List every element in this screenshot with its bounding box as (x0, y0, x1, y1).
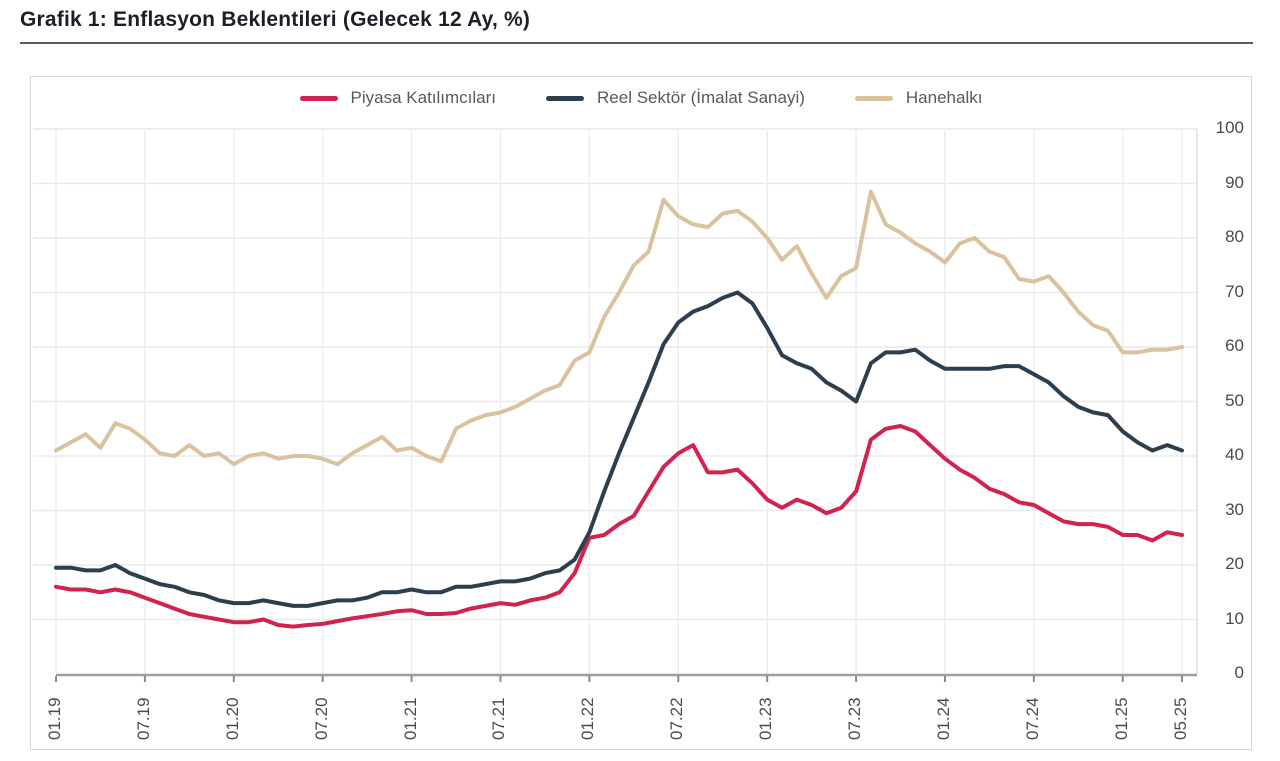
y-axis-label: 30 (1225, 499, 1244, 519)
x-axis-label: 01.25 (1111, 697, 1131, 740)
x-axis-label: 07.20 (311, 697, 331, 740)
y-axis-label: 20 (1225, 554, 1244, 573)
y-axis-label: 0 (1234, 663, 1244, 682)
y-axis-label: 90 (1225, 172, 1244, 192)
legend-swatch-hanehalki (854, 95, 893, 101)
legend-item-reel-sektor: Reel Sektör (İmalat Sanayi) (546, 88, 805, 108)
title-underline (20, 42, 1253, 44)
y-axis-label: 80 (1225, 227, 1244, 246)
x-axis-label: 07.21 (489, 697, 509, 740)
legend-item-hanehalki: Hanehalkı (854, 88, 983, 108)
x-axis-label: 01.22 (578, 697, 598, 740)
x-axis-label: 07.23 (845, 697, 865, 740)
y-axis-label: 70 (1225, 281, 1244, 301)
legend-label-hanehalki: Hanehalkı (905, 88, 983, 107)
chart-card: Piyasa Katılımcıları Reel Sektör (İmalat… (30, 76, 1252, 750)
x-axis-label: 07.24 (1022, 697, 1042, 740)
legend-item-piyasa-katilimcilari: Piyasa Katılımcıları (299, 88, 497, 108)
x-axis-label: 05.25 (1171, 697, 1191, 740)
plot-area (33, 128, 1198, 682)
x-axis-label: 07.22 (667, 697, 687, 740)
legend-swatch-reel-sektor (546, 95, 585, 101)
x-axis-label: 01.21 (400, 697, 420, 740)
legend-label-reel-sektor: Reel Sektör (İmalat Sanayi) (597, 88, 805, 107)
legend: Piyasa Katılımcıları Reel Sektör (İmalat… (31, 88, 1251, 108)
y-axis-label: 50 (1225, 390, 1244, 410)
legend-label-piyasa-katilimcilari: Piyasa Katılımcıları (350, 88, 497, 107)
legend-swatch-piyasa-katilimcilari (299, 95, 338, 101)
x-axis-label: 01.24 (933, 697, 953, 740)
y-axis-label: 60 (1225, 336, 1244, 355)
y-axis-label: 10 (1225, 608, 1244, 628)
x-axis-label: 01.23 (756, 697, 776, 740)
x-axis-label: 01.20 (222, 697, 242, 740)
x-axis-label: 01.19 (45, 697, 64, 740)
y-axis-label: 100 (1215, 118, 1244, 137)
x-axis-label: 07.19 (133, 697, 153, 740)
page-title: Grafik 1: Enflasyon Beklentileri (Gelece… (20, 8, 531, 31)
y-axis-label: 40 (1225, 445, 1244, 464)
